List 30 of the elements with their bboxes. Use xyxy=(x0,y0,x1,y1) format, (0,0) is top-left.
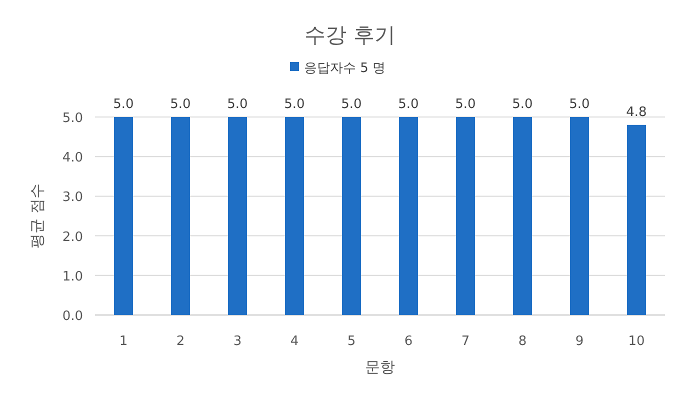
x-tick-label: 5 xyxy=(347,334,356,349)
x-tick-label: 10 xyxy=(628,334,645,349)
y-tick-label: 4.0 xyxy=(62,150,83,166)
data-label: 5.0 xyxy=(170,97,191,112)
x-tick-label: 2 xyxy=(176,334,185,349)
x-tick-label: 4 xyxy=(290,334,299,349)
x-tick-label: 9 xyxy=(575,334,584,349)
y-axis-title: 평균 점수 xyxy=(28,184,46,248)
x-axis-title: 문항 xyxy=(365,358,395,376)
y-tick-label: 1.0 xyxy=(62,269,83,284)
x-tick-label: 8 xyxy=(518,334,527,349)
data-label: 5.0 xyxy=(569,97,590,112)
y-tick-label: 2.0 xyxy=(62,230,83,245)
x-tick-label: 7 xyxy=(461,334,470,349)
x-tick-label: 6 xyxy=(404,334,413,349)
x-tick-label: 3 xyxy=(233,334,242,349)
data-label: 5.0 xyxy=(398,97,419,112)
data-label: 5.0 xyxy=(227,97,248,112)
chart-title: 수강 후기 xyxy=(304,23,396,47)
data-label: 5.0 xyxy=(341,97,362,112)
data-label: 5.0 xyxy=(455,97,476,112)
y-tick-label: 5.0 xyxy=(62,111,83,126)
data-label: 5.0 xyxy=(113,97,134,112)
data-label: 5.0 xyxy=(512,97,533,112)
legend-label: 응답자수 5 명 xyxy=(304,61,386,76)
data-label: 4.8 xyxy=(626,104,647,120)
data-label: 5.0 xyxy=(284,97,305,112)
y-tick-label: 3.0 xyxy=(62,190,83,206)
y-tick-label: 0.0 xyxy=(62,309,83,324)
x-tick-label: 1 xyxy=(119,334,128,349)
